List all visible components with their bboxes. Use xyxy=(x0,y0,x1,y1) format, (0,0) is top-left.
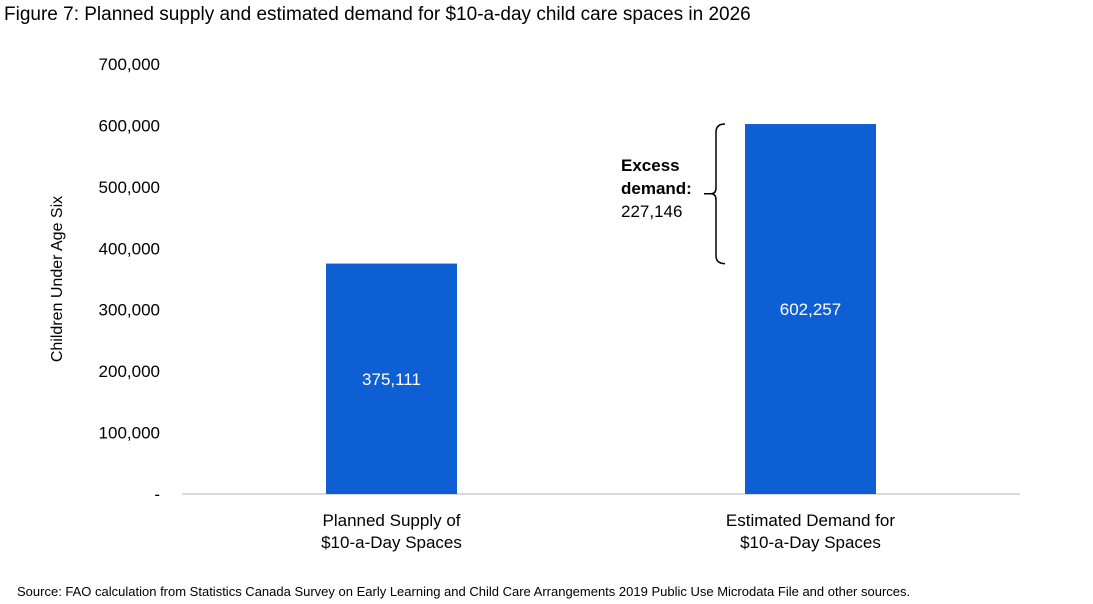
excess-demand-bracket xyxy=(704,123,726,265)
bar-data-label: 375,111 xyxy=(362,370,421,389)
bar xyxy=(745,124,876,495)
y-axis-label: Children Under Age Six xyxy=(49,196,66,362)
x-tick-label: Planned Supply of xyxy=(323,511,461,530)
annotation-label: Excess xyxy=(621,156,680,175)
y-tick-label: 700,000 xyxy=(99,55,160,74)
annotation-label: demand: xyxy=(621,179,692,198)
y-tick-label: 300,000 xyxy=(99,301,160,320)
y-tick-label: 500,000 xyxy=(99,178,160,197)
bar-data-label: 602,257 xyxy=(780,300,841,319)
y-tick-label: 400,000 xyxy=(99,239,160,258)
x-tick-label: Estimated Demand for xyxy=(726,511,895,530)
annotation-value: 227,146 xyxy=(621,202,682,221)
x-tick-label: $10-a-Day Spaces xyxy=(321,533,462,552)
bar xyxy=(326,263,457,494)
chart-title: Figure 7: Planned supply and estimated d… xyxy=(4,4,751,25)
y-tick-label: 600,000 xyxy=(99,116,160,135)
x-tick-label: $10-a-Day Spaces xyxy=(740,533,881,552)
y-tick-label: 200,000 xyxy=(99,362,160,381)
y-tick-label: - xyxy=(154,485,160,504)
source-note: Source: FAO calculation from Statistics … xyxy=(17,584,911,599)
y-tick-label: 100,000 xyxy=(99,424,160,443)
